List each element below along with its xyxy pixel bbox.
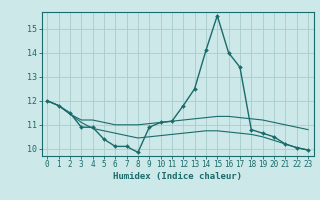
X-axis label: Humidex (Indice chaleur): Humidex (Indice chaleur) <box>113 172 242 181</box>
